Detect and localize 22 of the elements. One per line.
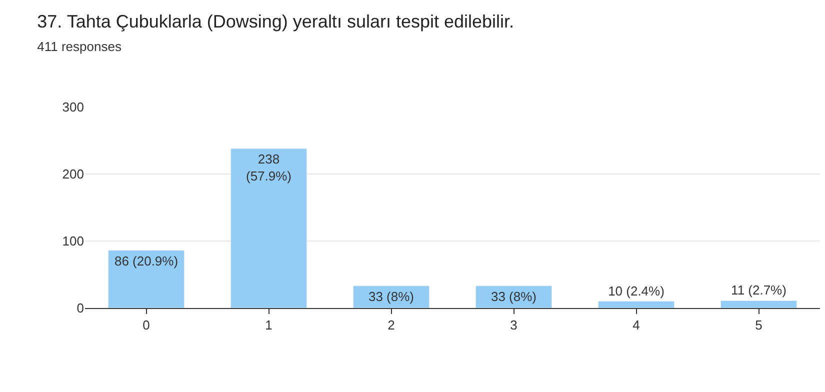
x-tick-label: 3	[510, 318, 518, 333]
y-tick-label: 300	[62, 100, 84, 115]
y-tick-label: 100	[62, 234, 84, 249]
x-tick-label: 0	[142, 318, 150, 333]
y-tick-label: 0	[76, 300, 84, 316]
x-tick-label: 1	[265, 318, 272, 333]
data-label: 86 (20.9%)	[114, 253, 178, 268]
bar	[108, 250, 184, 308]
x-tick-label: 5	[755, 318, 762, 333]
bar	[720, 300, 797, 308]
data-label: 33 (8%)	[368, 288, 414, 304]
chart-title: 37. Tahta Çubuklarla (Dowsing) yeraltı suları tespit edilebilir.	[37, 11, 514, 32]
data-label: 10 (2.4%)	[608, 283, 664, 298]
y-tick-label: 200	[62, 166, 84, 182]
bar	[598, 301, 674, 308]
data-label: 238 (57.9%)	[246, 152, 292, 184]
data-label: 11 (2.7%)	[731, 282, 786, 298]
chart-subtitle: 411 responses	[37, 38, 122, 54]
x-tick-label: 4	[632, 318, 640, 333]
x-tick-label: 2	[388, 318, 395, 333]
bar	[230, 148, 307, 308]
data-label: 33 (8%)	[490, 288, 537, 304]
